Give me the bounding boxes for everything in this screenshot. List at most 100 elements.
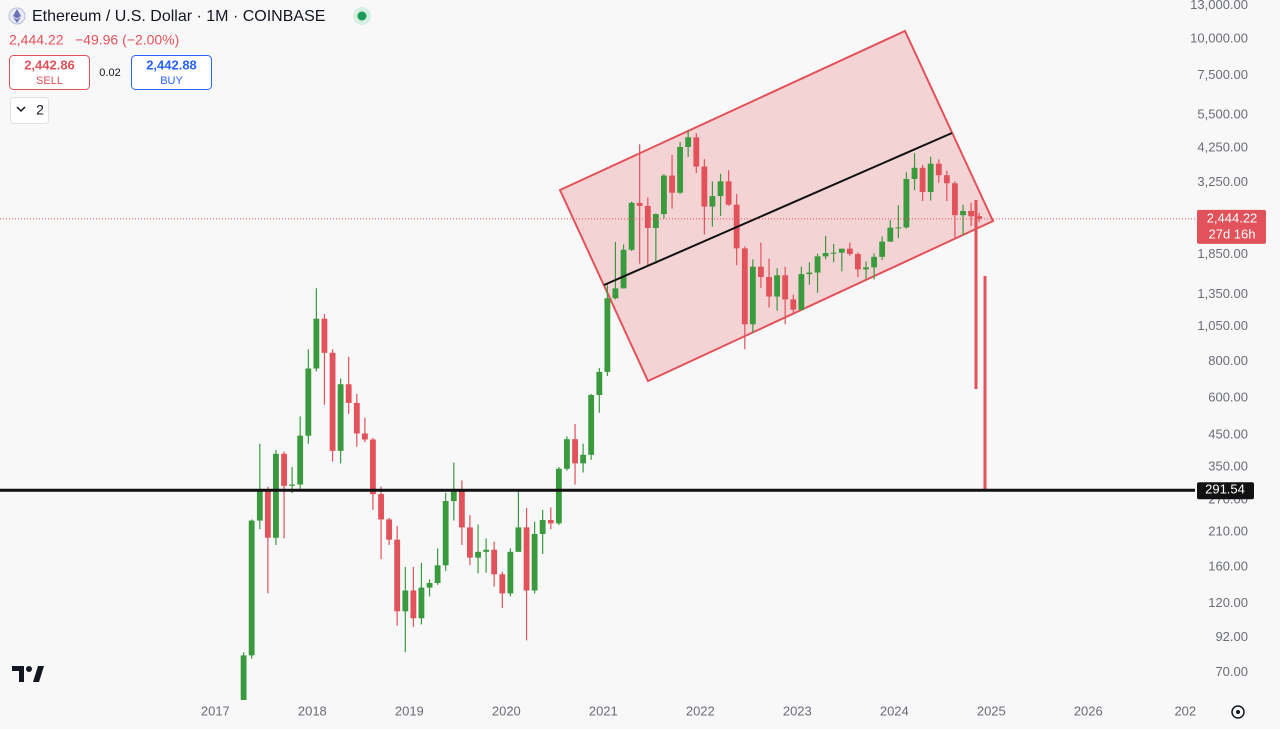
candle-body (927, 163, 934, 193)
candle-body (693, 137, 700, 167)
candle-body (329, 352, 336, 451)
y-tick-label: 1,850.00 (1197, 246, 1248, 261)
candle-body (935, 163, 942, 176)
y-tick-label: 800.00 (1208, 353, 1248, 368)
candle-body (491, 549, 498, 575)
y-tick-label: 350.00 (1208, 458, 1248, 473)
candle-body (846, 248, 853, 255)
candle-body (523, 527, 530, 591)
candle-body (507, 551, 514, 594)
candle-body (976, 216, 983, 219)
candle-body (644, 205, 651, 228)
candle-body (564, 439, 570, 469)
y-tick-label: 120.00 (1208, 595, 1248, 610)
candle-body (458, 490, 465, 528)
candle-body (620, 249, 627, 289)
candle-body (467, 527, 473, 558)
candle-body (321, 318, 328, 353)
y-tick-label: 4,250.00 (1197, 140, 1248, 155)
bar-countdown: 27d 16h (1209, 226, 1256, 241)
sell-button[interactable] (9, 55, 90, 90)
buy-price: 2,442.88 (146, 57, 197, 72)
candle-body (757, 266, 764, 277)
y-tick-label: 10,000.00 (1190, 30, 1248, 45)
candle-body (313, 318, 320, 369)
x-tick-label: 2017 (201, 703, 230, 718)
x-tick-label: 2026 (1074, 703, 1103, 718)
market-status-dot (357, 11, 367, 21)
buy-label: BUY (160, 75, 183, 87)
candle-body (968, 210, 975, 217)
candle-body (604, 298, 611, 372)
y-tick-label: 160.00 (1208, 558, 1248, 573)
horizontal-line-tag (1197, 482, 1254, 500)
candle-body (426, 583, 433, 588)
y-tick-label: 600.00 (1208, 390, 1248, 405)
candle-body (766, 276, 772, 297)
current-price-label: 2,444.22 (1207, 210, 1258, 225)
candle-body (361, 433, 368, 440)
settings-icon[interactable] (1231, 705, 1245, 719)
indicators-toggle[interactable] (10, 97, 49, 124)
candle-body (547, 520, 554, 524)
indicators-count: 2 (36, 102, 44, 118)
x-tick-label: 2023 (783, 703, 812, 718)
candle-body (919, 167, 926, 193)
candle-body (531, 534, 538, 591)
symbol-title: Ethereum / U.S. Dollar · 1M · COINBASE (32, 8, 325, 25)
candle-body (774, 275, 781, 297)
tradingview-logo[interactable] (12, 666, 44, 682)
candle-body (822, 253, 829, 257)
candle-body (725, 181, 732, 205)
candle-body (281, 453, 287, 486)
candle-body (911, 167, 918, 179)
candle-body (370, 439, 376, 495)
candle-body (628, 202, 635, 250)
candle-body (353, 402, 360, 434)
y-tick-label: 210.00 (1208, 524, 1248, 539)
candle-body (386, 519, 393, 540)
candle-body (580, 454, 587, 464)
candle-body (741, 248, 748, 325)
candle-body (378, 494, 384, 520)
price-change: −49.96 (−2.00%) (75, 32, 179, 48)
candle-body (345, 384, 352, 403)
candle-body (677, 147, 684, 193)
candle-body (289, 484, 296, 486)
candle-body (652, 214, 659, 228)
candle-body (749, 266, 756, 325)
candle-body (450, 490, 457, 502)
candle-body (273, 453, 279, 538)
x-tick-label: 2021 (589, 703, 618, 718)
sell-price: 2,442.86 (24, 57, 75, 72)
candle-body (588, 394, 595, 455)
candle-body (669, 175, 675, 193)
candle-body (798, 274, 805, 310)
candle-body (483, 549, 490, 552)
candle-body (871, 256, 878, 268)
candle-body (418, 587, 425, 619)
y-tick-label: 7,500.00 (1197, 67, 1248, 82)
buy-button[interactable] (131, 55, 212, 90)
settings-icon-center (1236, 710, 1240, 714)
candle-body (539, 520, 546, 535)
candle-body (572, 439, 578, 464)
candle-body (515, 527, 522, 552)
candle-body (475, 551, 481, 558)
candle-body (661, 175, 667, 215)
x-tick-label: 2020 (492, 703, 521, 718)
candle-body (394, 539, 401, 612)
channel-midline[interactable] (603, 132, 953, 286)
plot-area (0, 130, 1195, 700)
y-tick-label: 1,350.00 (1197, 286, 1248, 301)
candle-body (685, 137, 692, 148)
y-tick-label: 92.00 (1215, 629, 1248, 644)
y-tick-label: 1,050.00 (1197, 318, 1248, 333)
channel-drawing[interactable] (558, 29, 995, 383)
candle-body (838, 248, 845, 253)
chevron-icon (16, 106, 26, 113)
candle-body (903, 178, 910, 228)
candle-body (248, 520, 255, 656)
